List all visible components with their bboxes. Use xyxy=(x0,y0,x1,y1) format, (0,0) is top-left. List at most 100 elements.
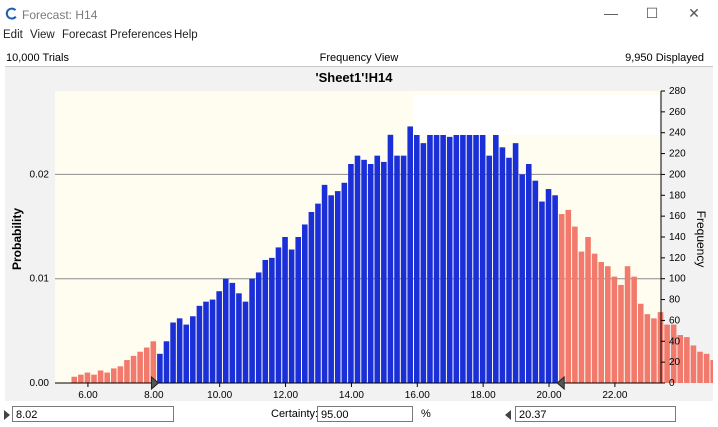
displayed-count: 9,950 Displayed xyxy=(625,52,704,64)
certainty-grabbers[interactable] xyxy=(150,375,565,391)
x-tick-label: 20.00 xyxy=(537,390,562,401)
left-tick-label: 0.01 xyxy=(30,274,50,285)
y-axis-label-frequency: Frequency xyxy=(694,211,708,268)
histogram-bar xyxy=(598,262,605,383)
histogram-bar xyxy=(493,120,499,383)
histogram-bar xyxy=(137,351,143,383)
histogram-bar xyxy=(367,164,374,383)
histogram-bar xyxy=(446,136,453,383)
view-mode-label[interactable]: Frequency View xyxy=(319,52,399,64)
histogram-bar xyxy=(532,180,539,383)
histogram-bar xyxy=(71,376,78,383)
histogram-bar xyxy=(269,257,275,383)
histogram-bar xyxy=(190,316,196,383)
right-tick-label: 240 xyxy=(669,128,686,139)
close-button[interactable]: ✕ xyxy=(688,5,700,21)
histogram-bar xyxy=(413,130,420,383)
histogram-bar xyxy=(565,209,572,383)
histogram-bar xyxy=(295,237,302,383)
right-tick-label: 220 xyxy=(669,149,686,160)
histogram-bar xyxy=(288,249,295,383)
histogram-bar xyxy=(651,318,657,383)
x-tick-label: 18.00 xyxy=(471,390,496,401)
histogram-bar xyxy=(539,201,545,383)
right-tick-label: 160 xyxy=(669,211,686,222)
certainty-input[interactable]: 95.00 xyxy=(317,406,413,422)
window-title: Forecast: H14 xyxy=(22,8,98,22)
menu-view[interactable]: View xyxy=(30,29,55,41)
upper-bound-input[interactable]: 20.37 xyxy=(515,406,676,422)
histogram-bar xyxy=(664,324,670,383)
histogram-bar xyxy=(618,284,624,383)
histogram-bar xyxy=(473,118,479,383)
right-grabber-icon[interactable] xyxy=(504,409,512,421)
histogram-bar xyxy=(262,259,269,383)
x-tick-label: 6.00 xyxy=(78,390,98,401)
histogram-bar xyxy=(578,251,585,383)
histogram-bar xyxy=(460,124,466,383)
histogram-bar xyxy=(163,341,170,383)
histogram-bar xyxy=(519,174,525,383)
histogram-bars xyxy=(71,101,718,383)
histogram-bar xyxy=(117,366,124,383)
histogram-bar xyxy=(203,301,209,383)
maximize-button[interactable]: ☐ xyxy=(645,5,659,21)
histogram-bar xyxy=(354,155,361,383)
histogram-bar xyxy=(275,247,282,383)
histogram-bar xyxy=(255,272,262,383)
histogram-bar xyxy=(97,370,104,383)
menu-preferences[interactable]: Preferences xyxy=(110,29,173,41)
left-axis-ticks: 0.00 0.01 0.02 xyxy=(30,169,50,389)
histogram-bar xyxy=(242,301,249,383)
histogram-bar xyxy=(453,101,460,383)
menu-forecast[interactable]: Forecast xyxy=(62,29,107,41)
histogram-bar xyxy=(143,347,150,383)
histogram-bar xyxy=(440,134,446,383)
x-tick-label: 10.00 xyxy=(207,390,232,401)
histogram-bar xyxy=(183,324,190,383)
y-axis-label-probability: Probability xyxy=(10,208,24,270)
menu-bar: Edit View Forecast Preferences Help xyxy=(0,27,718,45)
histogram-bar xyxy=(486,155,493,383)
histogram-bar xyxy=(572,226,578,383)
histogram-bar xyxy=(110,368,117,383)
histogram-bar xyxy=(697,351,703,383)
x-tick-label: 12.00 xyxy=(273,390,298,401)
histogram-bar xyxy=(249,278,255,383)
histogram-bar xyxy=(605,266,611,383)
histogram-bar xyxy=(506,157,512,383)
histogram-bar xyxy=(78,374,84,383)
right-tick-label: 140 xyxy=(669,232,686,243)
histogram-bar xyxy=(84,372,91,383)
histogram-bar xyxy=(427,101,433,383)
histogram-bar xyxy=(637,303,644,383)
right-tick-label: 100 xyxy=(669,274,686,285)
left-grabber-icon[interactable] xyxy=(3,409,11,421)
histogram-bar xyxy=(130,355,137,383)
histogram-bar xyxy=(282,237,288,383)
menu-edit[interactable]: Edit xyxy=(3,29,23,41)
histogram-bar xyxy=(545,189,552,383)
menu-help[interactable]: Help xyxy=(174,29,198,41)
chart-panel: 'Sheet1'!H14 6.00 8.00 10.00 12.00 14.00 16.0… xyxy=(5,66,718,401)
right-tick-label: 40 xyxy=(669,336,681,347)
histogram-bar xyxy=(466,107,473,383)
histogram-bar xyxy=(387,134,394,383)
right-tick-label: 60 xyxy=(669,315,681,326)
histogram-bar xyxy=(479,128,486,383)
minimize-button[interactable]: — xyxy=(604,5,618,21)
histogram-bar xyxy=(558,214,565,383)
histogram-bar xyxy=(684,337,690,383)
histogram-bar xyxy=(308,211,315,383)
chart-title: 'Sheet1'!H14 xyxy=(316,70,394,85)
lower-bound-input[interactable]: 8.02 xyxy=(12,406,174,422)
histogram-bar xyxy=(420,143,427,383)
histogram-bar xyxy=(644,314,651,383)
histogram-bar xyxy=(236,293,242,383)
histogram-bar xyxy=(400,155,407,383)
right-tick-label: 0 xyxy=(669,378,675,389)
info-bar: 10,000 Trials Frequency View 9,950 Displ… xyxy=(0,48,718,68)
histogram-bar xyxy=(591,253,598,383)
histogram-bar xyxy=(222,278,229,383)
histogram-bar xyxy=(552,195,558,383)
